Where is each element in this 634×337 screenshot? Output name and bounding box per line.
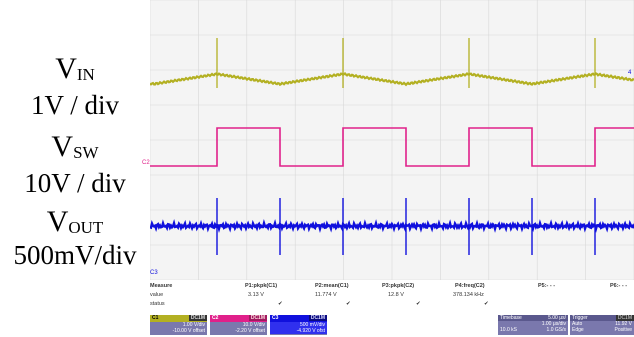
measure-p5[interactable]: P5:- - - — [538, 283, 556, 289]
status-label: status — [150, 301, 165, 307]
vin-scale: 1V / div — [30, 90, 119, 120]
channel-c2-box[interactable]: C2 DC1M 10.0 V/div -2.20 V offset — [210, 315, 267, 335]
trigger-mode: Auto 11.92 V — [572, 321, 632, 327]
c1-vdiv: 1.00 V/div — [182, 322, 205, 328]
timebase-box[interactable]: Timebase 5.00 μs/ 1.00 μs/div 10.0 kS 1.0… — [498, 315, 568, 335]
c2-marker: C2 — [142, 160, 150, 166]
channel-c3-box[interactable]: C3 DC1M 500 mV/div -4.920 V ofst — [270, 315, 327, 335]
c2-header: C2 DC1M — [210, 315, 267, 322]
oscilloscope-display: C2 C3 4 Measure P1:pkpk(C1) P2:mean(C1) … — [142, 0, 634, 337]
p1-status-check: ✔ — [278, 301, 283, 307]
measure-panel: Measure P1:pkpk(C1) P2:mean(C1) P3:pkpk(… — [150, 282, 634, 312]
c3-marker: C3 — [150, 270, 158, 276]
value-label: value — [150, 292, 164, 298]
p4-status-check: ✔ — [484, 301, 489, 307]
measure-p1[interactable]: P1:pkpk(C1) — [245, 283, 278, 289]
waveform-graph — [150, 0, 634, 280]
trigger-box[interactable]: Trigger DC1M Auto 11.92 V Edge Positive — [570, 315, 634, 335]
measure-header-row: Measure P1:pkpk(C1) P2:mean(C1) P3:pkpk(… — [150, 283, 634, 291]
c2-trace — [150, 127, 634, 167]
signal-labels: VIN 1V / div VSW 10V / div VOUT 500mV/di… — [0, 0, 150, 280]
p2-value: 11.774 V — [315, 292, 337, 298]
vout-scale: 500mV/div — [13, 240, 137, 270]
c1-trace — [150, 71, 634, 87]
vsw-scale: 10V / div — [24, 168, 126, 198]
timebase-header: Timebase 5.00 μs/ — [498, 315, 568, 321]
measure-p3[interactable]: P3:pkpk(C2) — [382, 283, 415, 289]
c3-offset: -4.920 V ofst — [270, 328, 327, 334]
measure-value-row: value 3.13 V 11.774 V 12.8 V 378.134 kHz — [150, 292, 634, 300]
channel-bar: C1 DC1M 1.00 V/div -10.00 V offset C2 DC… — [150, 312, 634, 337]
measure-status-row: status ✔ ✔ ✔ ✔ — [150, 301, 634, 309]
c3-header: C3 DC1M — [270, 315, 327, 322]
timebase-samples: 10.0 kS 1.0 GS/s — [500, 327, 566, 333]
measure-title: Measure — [150, 283, 173, 289]
p3-status-check: ✔ — [416, 301, 421, 307]
measure-p2[interactable]: P2:mean(C1) — [315, 283, 349, 289]
c3-vdiv: 500 mV/div — [270, 322, 327, 328]
c2-offset: -2.20 V offset — [235, 328, 265, 334]
right-marker: 4 — [628, 70, 632, 76]
p4-value: 378.134 kHz — [453, 292, 484, 298]
trigger-type: Edge Positive — [572, 327, 632, 333]
trigger-header: Trigger DC1M — [570, 315, 634, 321]
p1-value: 3.13 V — [248, 292, 264, 298]
vsw-label: VSW — [51, 130, 99, 163]
c2-vdiv: 10.0 V/div — [242, 322, 265, 328]
c1-offset: -10.00 V offset — [172, 328, 205, 334]
channel-c1-box[interactable]: C1 DC1M 1.00 V/div -10.00 V offset — [150, 315, 207, 335]
c1-header: C1 DC1M — [150, 315, 207, 322]
p2-status-check: ✔ — [346, 301, 351, 307]
waveform-screen: C2 C3 4 — [142, 0, 634, 280]
c3-trace — [150, 218, 634, 234]
measure-p6[interactable]: P6:- - - — [610, 283, 628, 289]
measure-p4[interactable]: P4:freq(C2) — [455, 283, 485, 289]
vout-label: VOUT — [46, 205, 104, 238]
vin-label: VIN — [55, 52, 95, 85]
p3-value: 12.8 V — [388, 292, 404, 298]
timebase-div: 1.00 μs/div — [541, 321, 566, 327]
